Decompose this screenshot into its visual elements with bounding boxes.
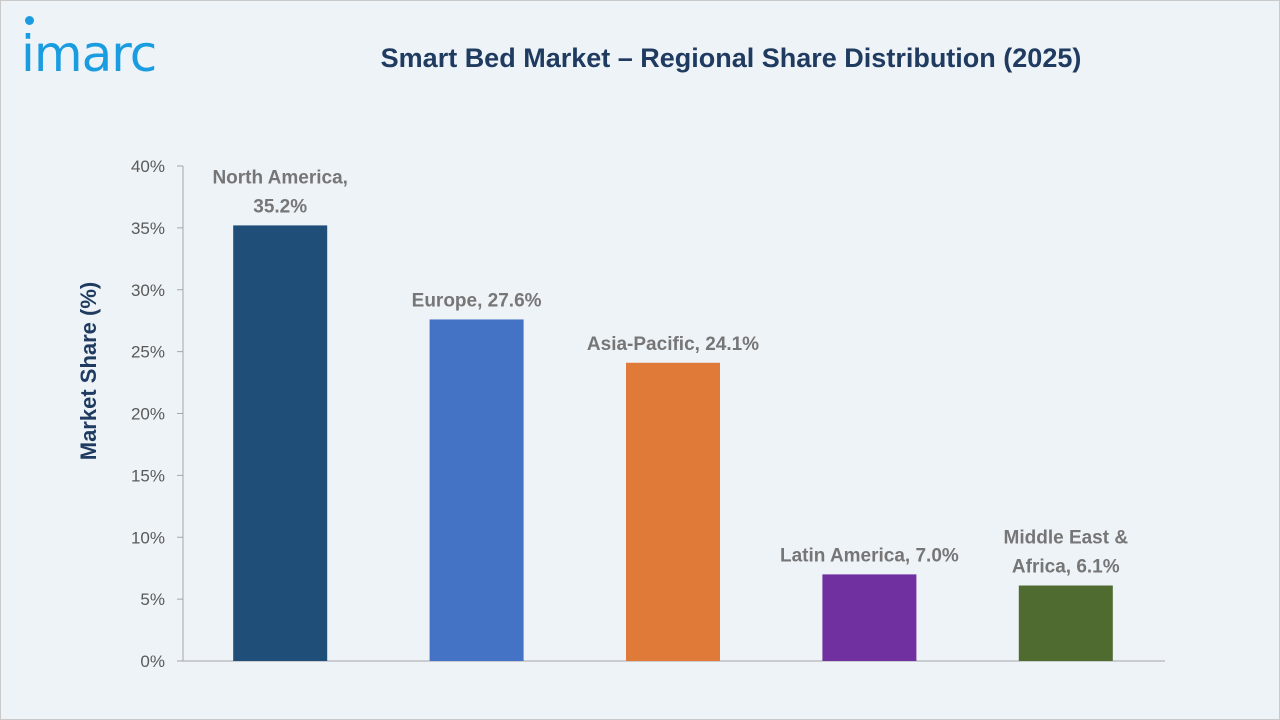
- data-label: North America,: [212, 167, 348, 188]
- bar: [429, 319, 524, 661]
- logo-dot: [25, 16, 34, 25]
- bar: [822, 574, 917, 661]
- y-tick-label: 20%: [131, 405, 165, 424]
- bar: [233, 225, 328, 661]
- y-tick-label: 35%: [131, 219, 165, 238]
- data-label: Europe, 27.6%: [412, 290, 542, 311]
- y-tick-label: 15%: [131, 466, 165, 485]
- y-tick-label: 0%: [140, 652, 165, 671]
- y-tick-label: 10%: [131, 528, 165, 547]
- data-label: Middle East &: [1004, 528, 1129, 549]
- y-tick-label: 30%: [131, 281, 165, 300]
- y-tick-label: 25%: [131, 343, 165, 362]
- bar: [626, 362, 720, 661]
- data-label: Latin America, 7.0%: [780, 545, 959, 566]
- bar: [1018, 585, 1113, 661]
- data-label: Asia-Pacific, 24.1%: [587, 334, 759, 355]
- chart-title: Smart Bed Market – Regional Share Distri…: [380, 43, 1082, 73]
- data-label: Africa, 6.1%: [1012, 557, 1120, 578]
- y-tick-label: 5%: [140, 590, 165, 609]
- y-tick-label: 40%: [131, 157, 165, 176]
- data-label: 35.2%: [253, 196, 307, 217]
- imarc-logo: imarc: [21, 25, 157, 83]
